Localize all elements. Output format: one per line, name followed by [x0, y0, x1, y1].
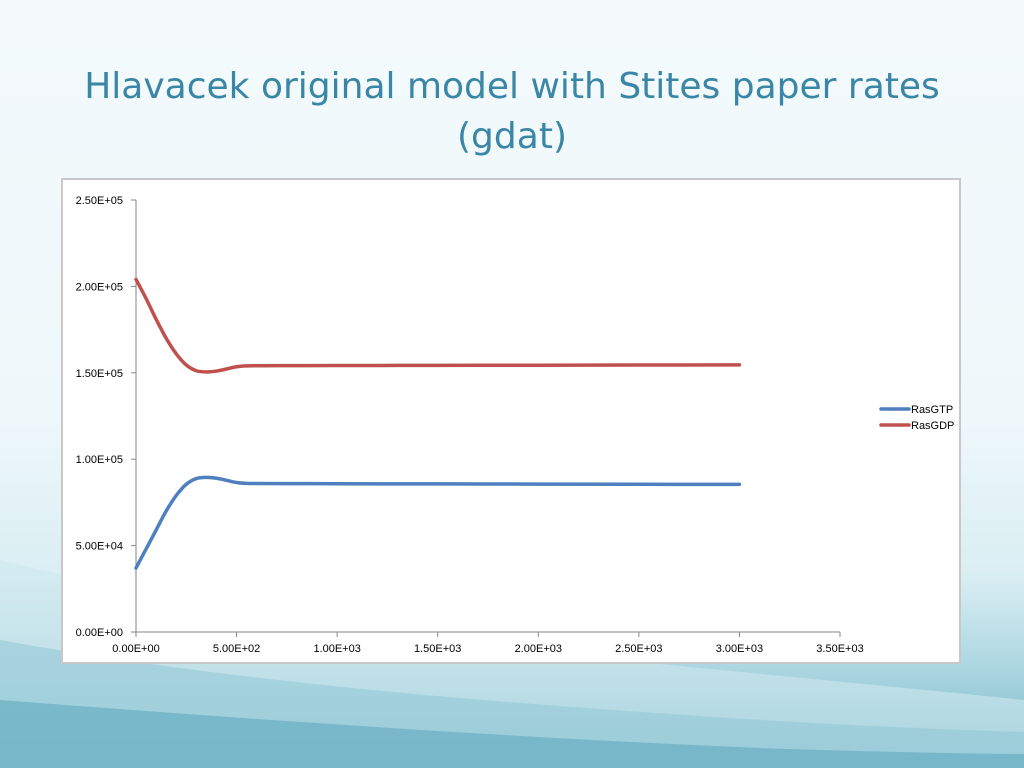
legend-label-rasgtp: RasGTP — [911, 404, 953, 416]
x-tick-label: 2.00E+03 — [515, 643, 562, 655]
legend-label-rasgdp: RasGDP — [911, 420, 954, 432]
x-tick-label: 3.00E+03 — [716, 643, 763, 655]
y-tick-label: 1.00E+05 — [76, 454, 123, 466]
y-tick-label: 5.00E+04 — [76, 541, 123, 553]
chart-container: 0.00E+00 5.00E+04 1.00E+05 1.50E+05 2.00E+05… — [61, 178, 961, 664]
series-line-rasgdp — [134, 277, 742, 374]
slide-title: Hlavacek original model with Stites pape… — [84, 66, 940, 157]
y-tick-label: 0.00E+00 — [76, 627, 123, 639]
x-tick-label: 5.00E+02 — [213, 643, 260, 655]
x-tick-label: 3.50E+03 — [816, 643, 863, 655]
x-tick-label: 1.00E+03 — [313, 643, 360, 655]
x-tick-label: 0.00E+00 — [112, 643, 159, 655]
y-tick-label: 1.50E+05 — [76, 368, 123, 380]
series-line-rasgtp — [134, 475, 742, 570]
line-chart: 0.00E+00 5.00E+04 1.00E+05 1.50E+05 2.00E+05… — [76, 195, 955, 655]
y-tick-label: 2.50E+05 — [76, 195, 123, 207]
x-tick-label: 2.50E+03 — [615, 643, 662, 655]
y-tick-label: 2.00E+05 — [76, 281, 123, 293]
x-tick-label: 1.50E+03 — [414, 643, 461, 655]
